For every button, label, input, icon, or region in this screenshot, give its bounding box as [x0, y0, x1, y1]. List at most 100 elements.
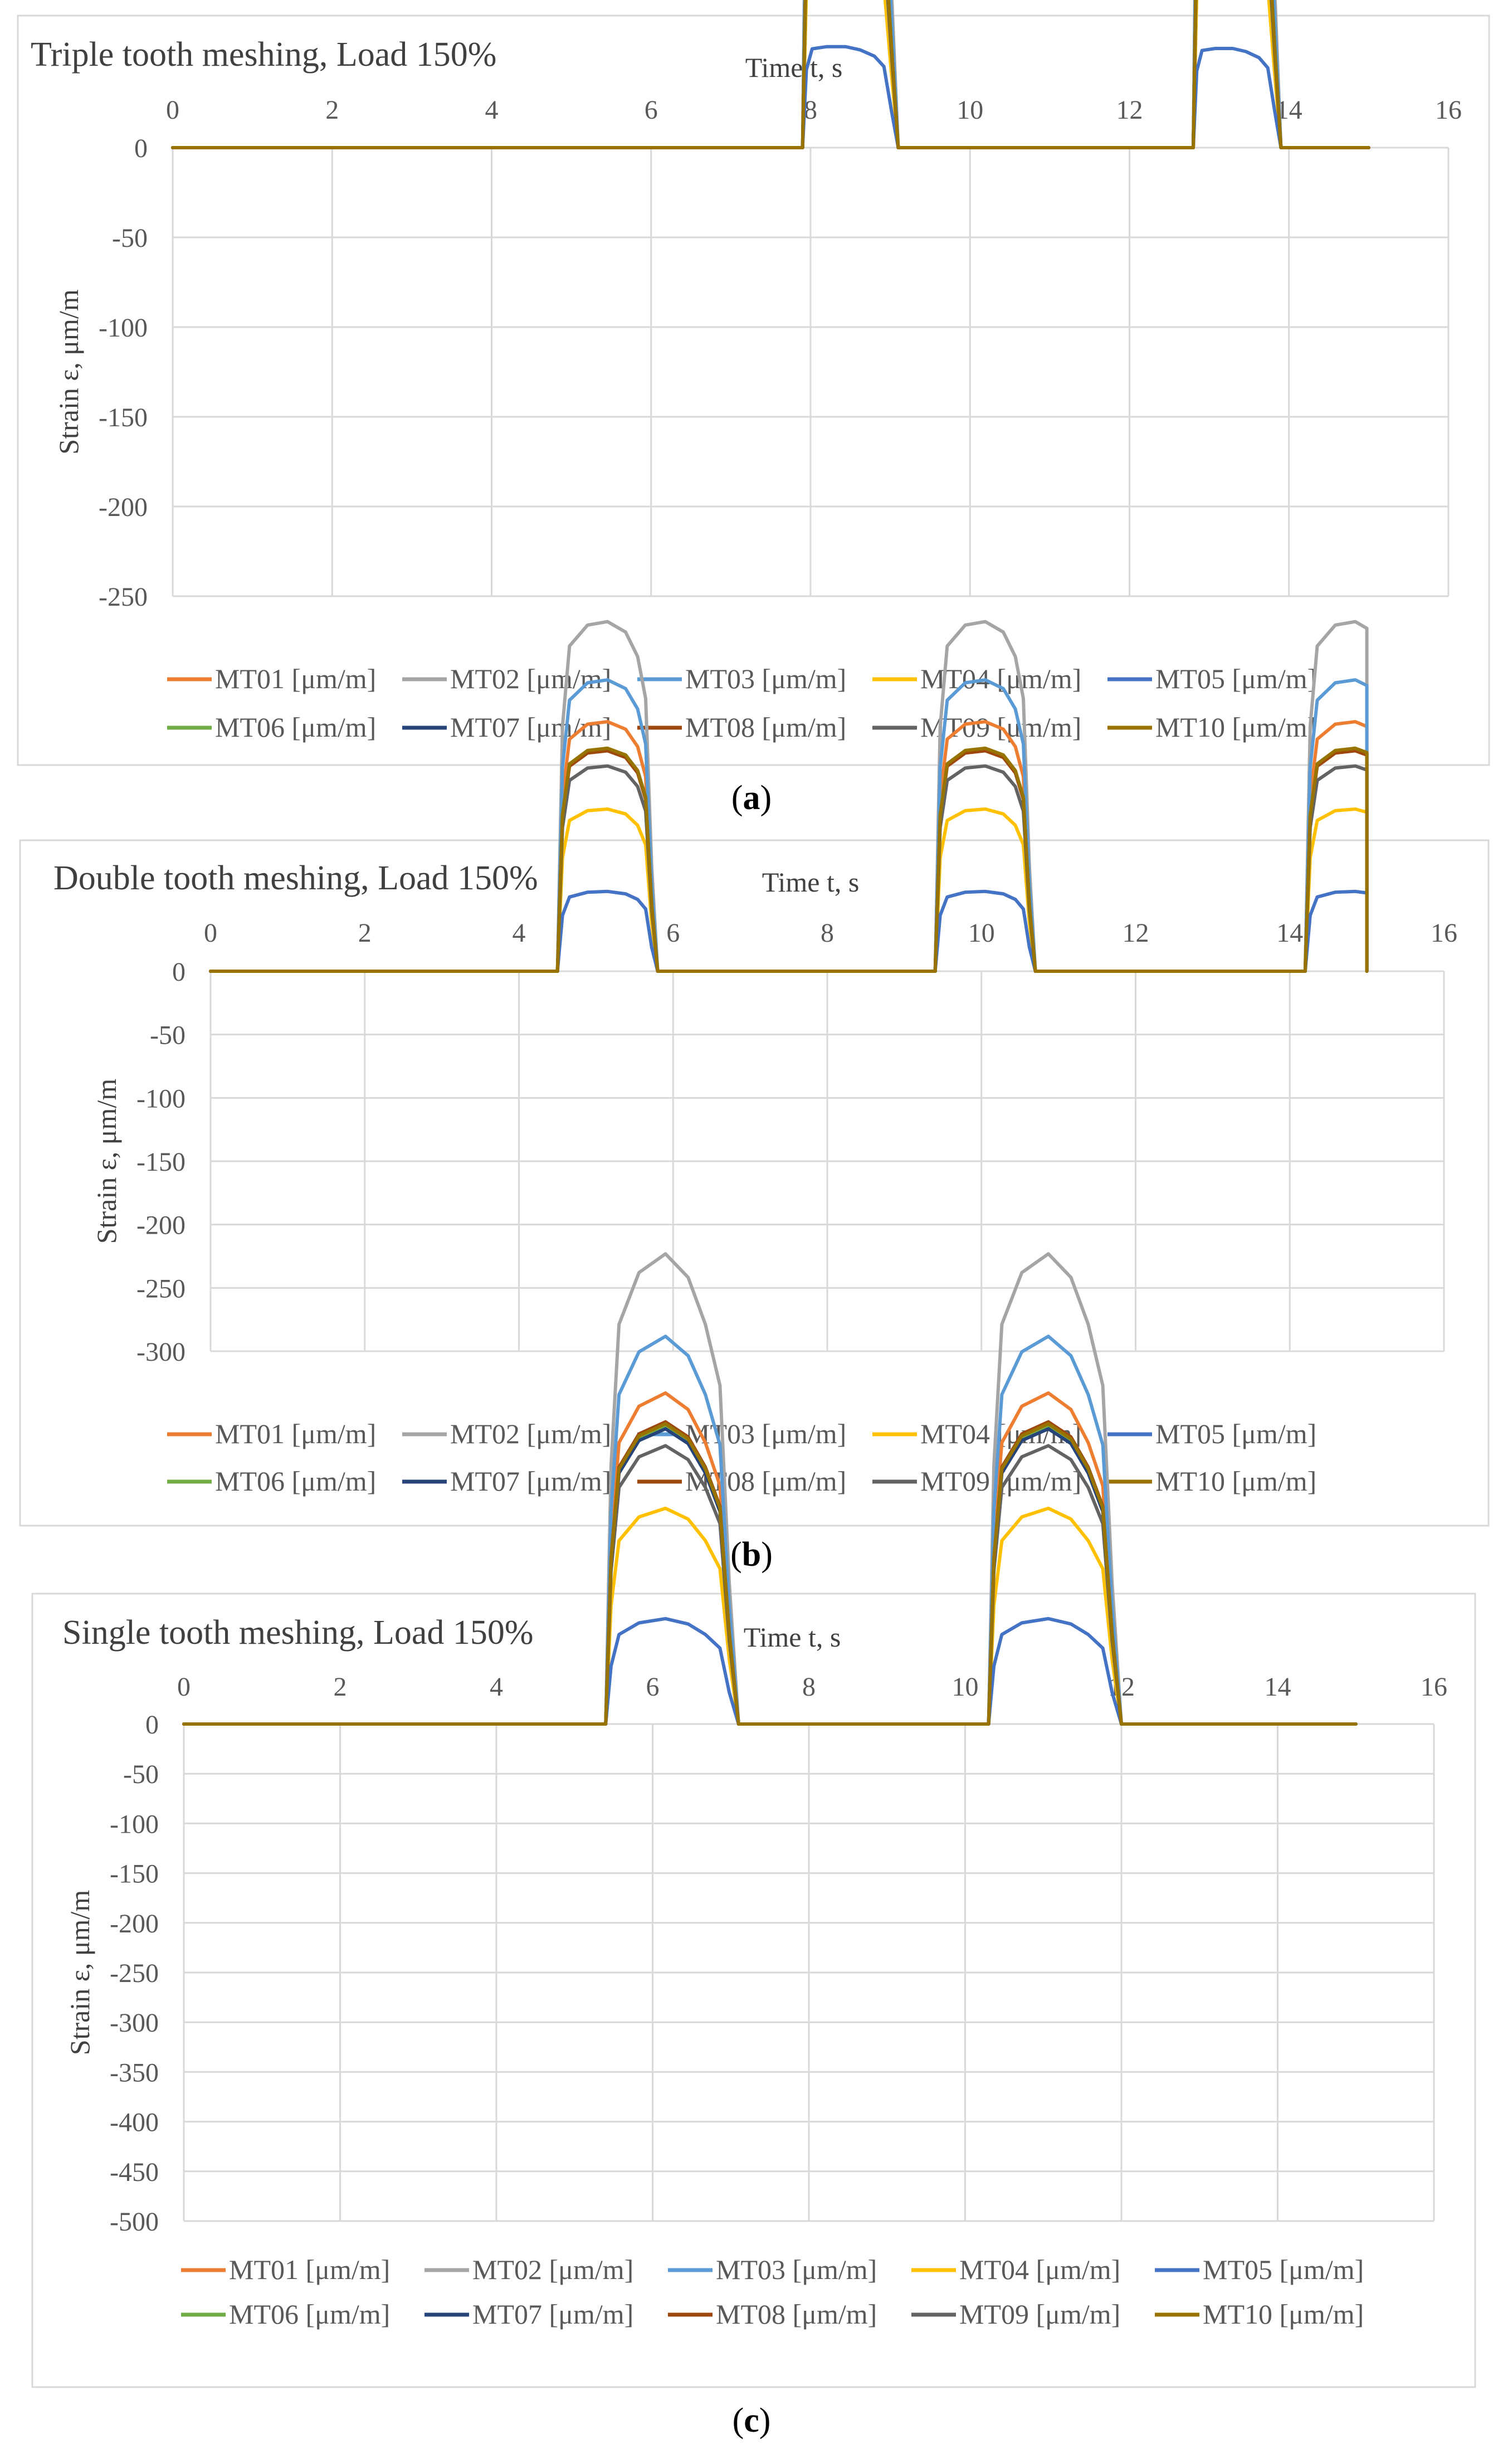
legend-label: MT02 [μm/m]	[450, 1418, 611, 1449]
legend-item-mt08: MT08 [μm/m]	[668, 2299, 877, 2330]
y-tick-label: -250	[136, 1274, 186, 1303]
x-tick-label: 12	[1116, 95, 1143, 125]
chart-panel-c: Single tooth meshing, Load 150% Time t, s…	[31, 1252, 1476, 2388]
x-tick-label: 2	[325, 95, 339, 125]
legend-item-mt07: MT07 [μm/m]	[402, 1465, 611, 1497]
chart-title: Double tooth meshing, Load 150%	[53, 859, 538, 897]
x-tick-label: 4	[513, 918, 526, 948]
legend-label: MT03 [μm/m]	[716, 2254, 877, 2285]
x-tick-label: 4	[485, 95, 499, 125]
x-tick-label: 10	[957, 95, 983, 125]
y-tick-label: 0	[134, 134, 148, 163]
x-tick-label: 8	[821, 918, 834, 948]
legend-label: MT06 [μm/m]	[229, 2299, 390, 2330]
legend-label: MT02 [μm/m]	[450, 663, 611, 694]
x-tick-label: 8	[802, 1672, 816, 1702]
series-line-mt09	[209, 764, 1369, 973]
legend-label: MT04 [μm/m]	[959, 2254, 1120, 2285]
legend-item-mt10: MT10 [μm/m]	[1107, 712, 1316, 743]
legend-item-mt06: MT06 [μm/m]	[181, 2299, 390, 2330]
x-tick-label: 14	[1265, 1672, 1291, 1702]
x-tick-label: 6	[666, 918, 680, 948]
legend-item-mt05: MT05 [μm/m]	[1155, 2254, 1364, 2285]
x-tick-label: 16	[1435, 95, 1462, 125]
chart-title: Single tooth meshing, Load 150%	[62, 1614, 534, 1652]
panel-caption: (c)	[733, 2402, 771, 2439]
legend-label: MT09 [μm/m]	[959, 2299, 1120, 2330]
legend-item-mt08: MT08 [μm/m]	[637, 712, 846, 743]
y-tick-label: -50	[123, 1760, 159, 1789]
legend-item-mt02: MT02 [μm/m]	[402, 1418, 611, 1449]
legend-item-mt10: MT10 [μm/m]	[1107, 1465, 1316, 1497]
panel-caption: (a)	[731, 779, 772, 817]
legend-item-mt09: MT09 [μm/m]	[911, 2299, 1120, 2330]
y-tick-label: -150	[110, 1859, 159, 1889]
legend-label: MT08 [μm/m]	[685, 712, 846, 743]
y-tick-label: -50	[150, 1021, 186, 1050]
legend-label: MT10 [μm/m]	[1155, 1465, 1316, 1497]
y-tick-label: 0	[172, 957, 186, 987]
y-tick-label: -150	[99, 403, 148, 432]
series-line-mt10	[209, 746, 1369, 973]
x-tick-label: 14	[1276, 918, 1303, 948]
legend-item-mt10: MT10 [μm/m]	[1155, 2299, 1364, 2330]
y-tick-label: -350	[110, 2058, 159, 2087]
series-line-mt10	[182, 1422, 1358, 1726]
legend-item-mt07: MT07 [μm/m]	[424, 2299, 633, 2330]
legend-item-mt05: MT05 [μm/m]	[1107, 663, 1316, 694]
x-axis-label: Time t, s	[745, 52, 843, 83]
y-tick-label: -300	[110, 2008, 159, 2038]
y-tick-label: -200	[136, 1211, 186, 1240]
chart-frame	[31, 1593, 1476, 2388]
legend-label: MT02 [μm/m]	[472, 2254, 633, 2285]
legend-label: MT07 [μm/m]	[450, 712, 611, 743]
x-tick-label: 10	[952, 1672, 979, 1702]
chart-frame	[19, 839, 1490, 1527]
panel-caption: (b)	[730, 1536, 773, 1574]
y-tick-label: -150	[136, 1147, 186, 1177]
y-tick-label: -250	[99, 582, 148, 612]
x-tick-label: 4	[490, 1672, 503, 1702]
series-line-mt05	[209, 889, 1369, 973]
series-line-mt02	[209, 620, 1369, 973]
y-tick-label: -100	[99, 313, 148, 343]
y-tick-label: -300	[136, 1337, 186, 1367]
y-tick-label: -500	[110, 2207, 159, 2237]
x-tick-label: 0	[166, 95, 179, 125]
legend-item-mt05: MT05 [μm/m]	[1107, 1418, 1316, 1449]
panel-caption-letter: b	[742, 1536, 761, 1574]
legend-label: MT05 [μm/m]	[1203, 2254, 1364, 2285]
chart-panel-b: Double tooth meshing, Load 150% Time t, s…	[19, 620, 1490, 1527]
legend-item-mt02: MT02 [μm/m]	[402, 663, 611, 694]
y-tick-label: -200	[110, 1909, 159, 1939]
legend-label: MT05 [μm/m]	[1155, 1418, 1316, 1449]
panel-caption-letter: c	[744, 2402, 759, 2439]
legend-label: MT10 [μm/m]	[1203, 2299, 1364, 2330]
legend-item-mt01: MT01 [μm/m]	[167, 1418, 376, 1449]
y-tick-label: -450	[110, 2158, 159, 2187]
y-tick-label: -200	[99, 493, 148, 522]
y-axis-label: Strain ε, μm/m	[53, 289, 84, 455]
chart-panel-a: Triple tooth meshing, Load 150% Time t, s…	[17, 0, 1490, 766]
y-tick-label: -250	[110, 1959, 159, 1988]
series-line-mt10	[171, 0, 1370, 149]
y-tick-label: -50	[112, 223, 148, 253]
legend-label: MT07 [μm/m]	[450, 1465, 611, 1497]
series-line-mt04	[209, 807, 1369, 973]
y-tick-label: -100	[110, 1809, 159, 1839]
y-axis-label: Strain ε, μm/m	[64, 1890, 95, 2056]
legend-label: MT06 [μm/m]	[215, 712, 376, 743]
series-line-mt01	[209, 720, 1369, 973]
x-tick-label: 0	[204, 918, 217, 948]
legend-label: MT03 [μm/m]	[685, 663, 846, 694]
panel-caption-letter: a	[743, 779, 760, 817]
x-axis-label: Time t, s	[744, 1621, 841, 1653]
x-tick-label: 2	[334, 1672, 347, 1702]
series-line-mt03	[209, 678, 1369, 973]
x-tick-label: 6	[646, 1672, 660, 1702]
legend-label: MT07 [μm/m]	[472, 2299, 633, 2330]
legend-item-mt06: MT06 [μm/m]	[167, 1465, 376, 1497]
y-tick-label: -400	[110, 2108, 159, 2137]
x-tick-label: 12	[1123, 918, 1149, 948]
legend-label: MT05 [μm/m]	[1155, 663, 1316, 694]
